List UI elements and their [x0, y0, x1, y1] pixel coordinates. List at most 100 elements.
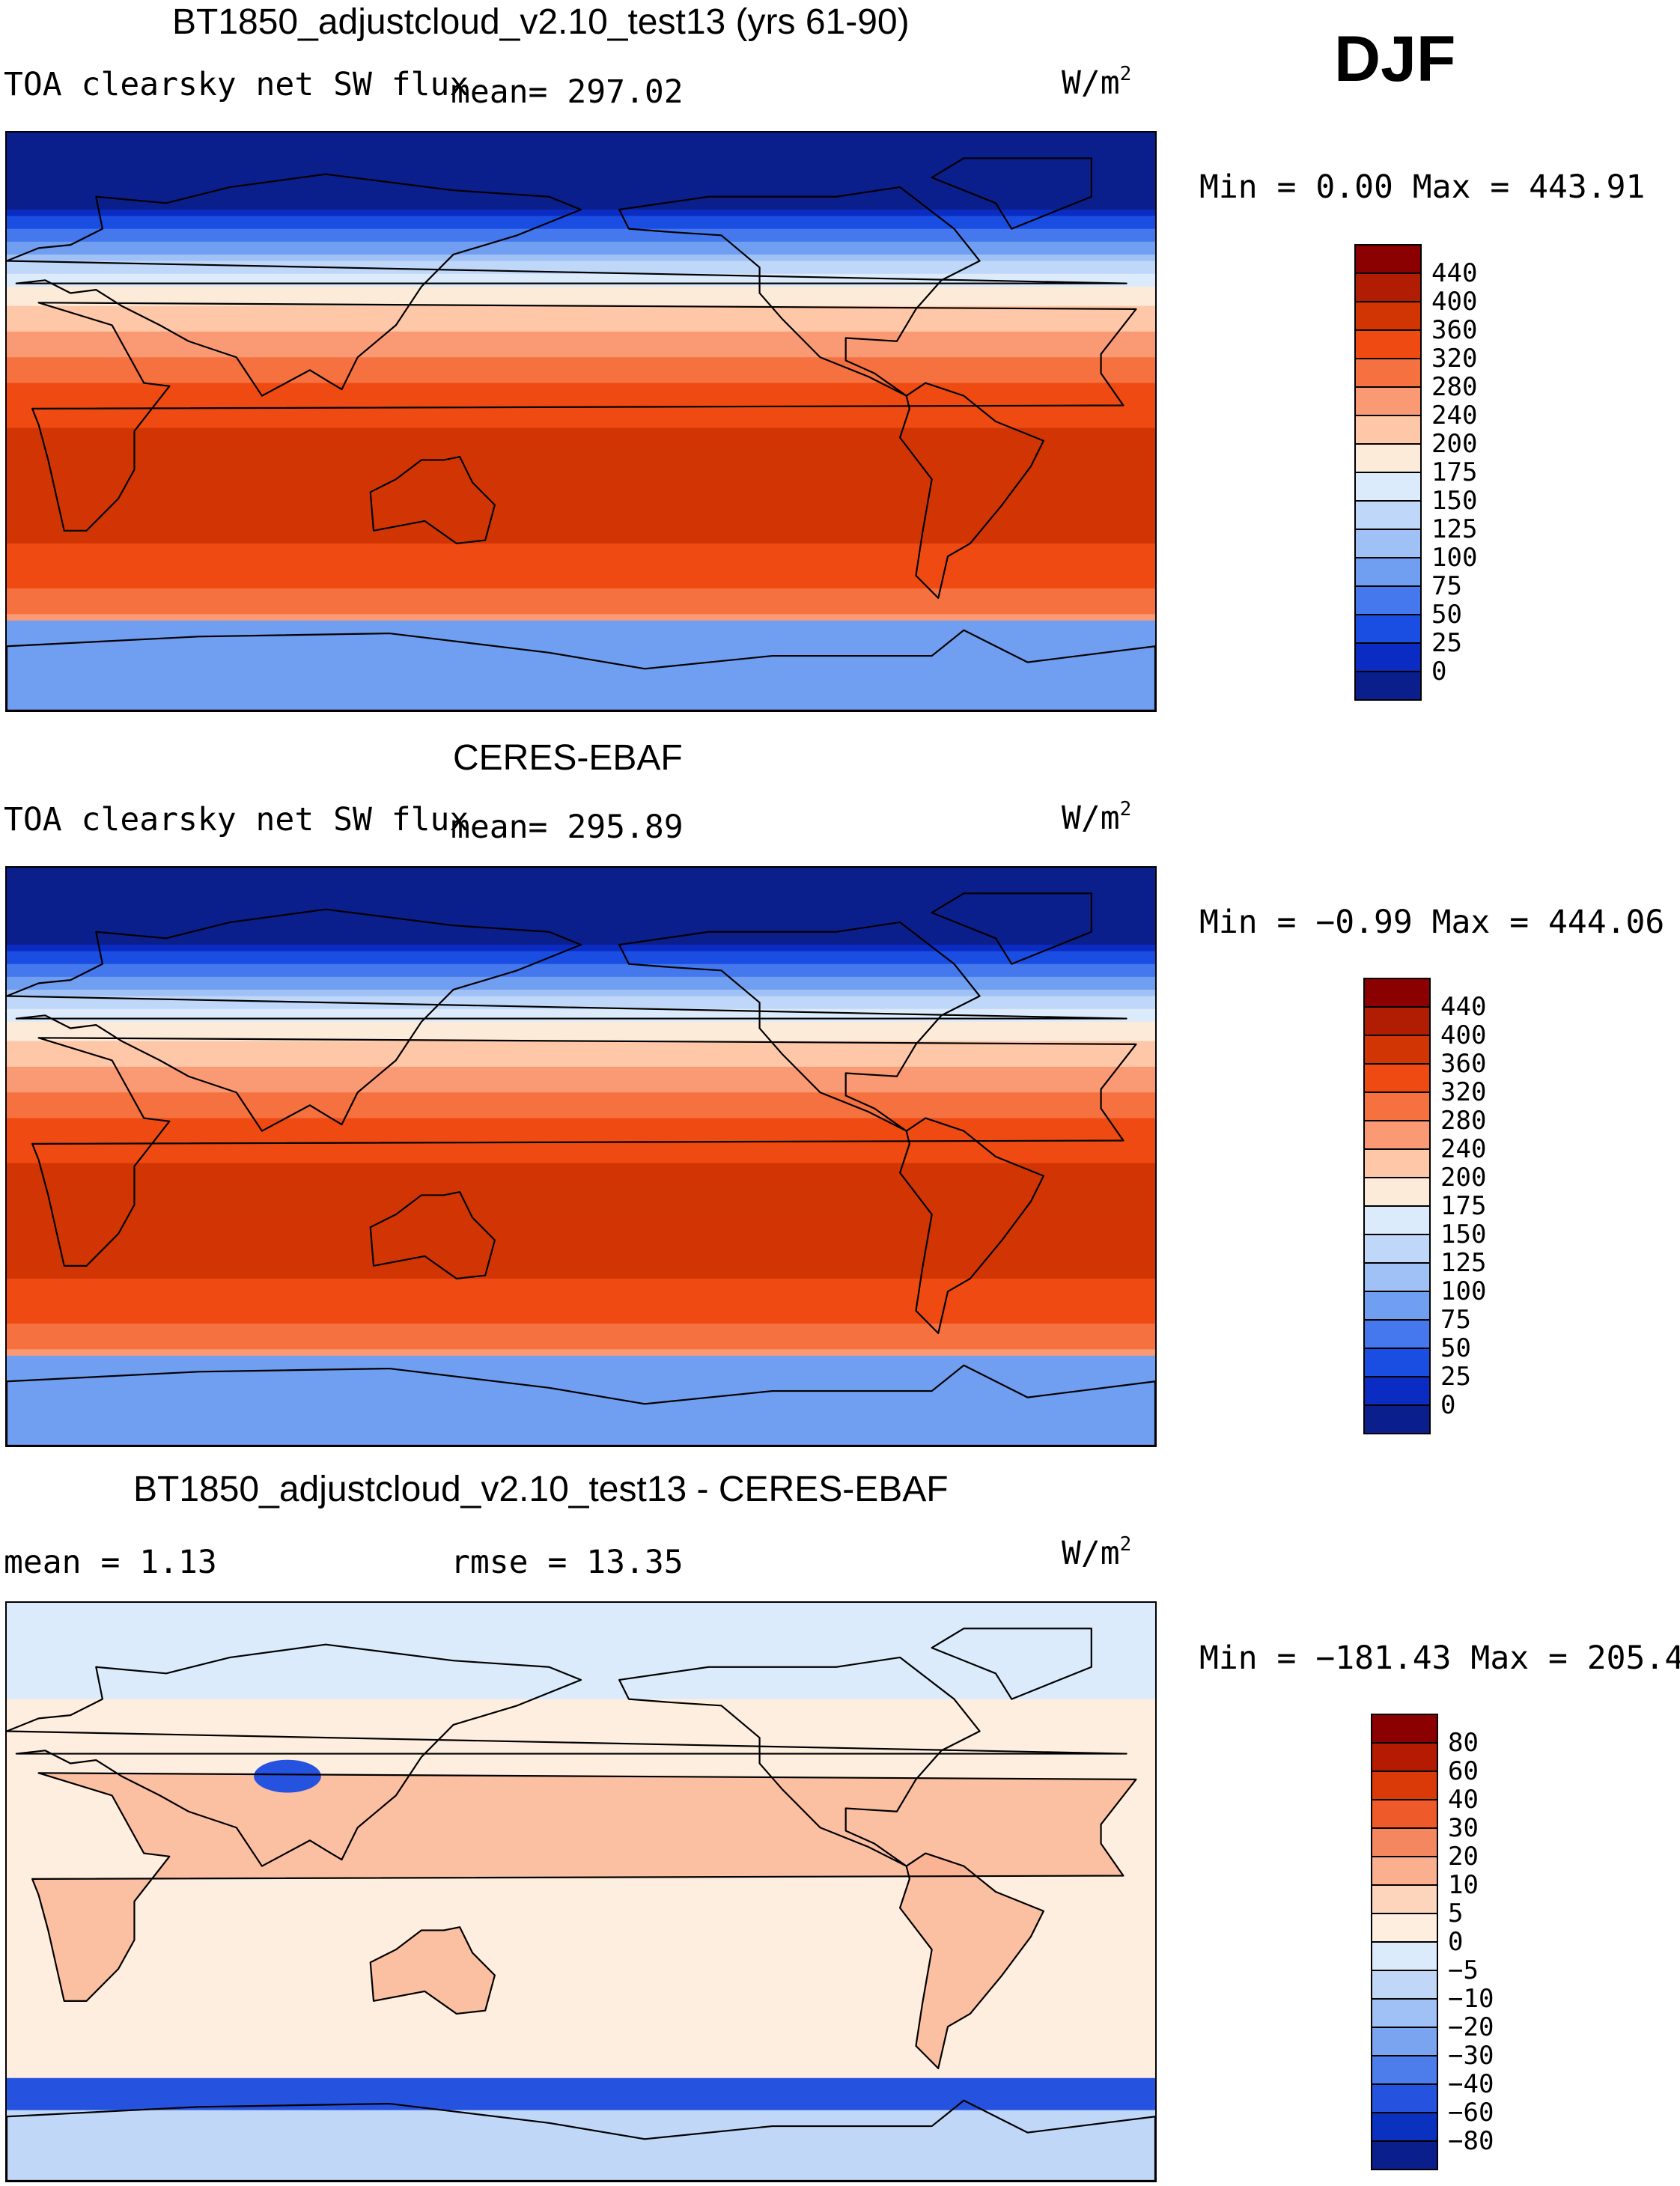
field-band — [7, 1002, 1155, 1010]
field-band — [7, 1233, 1155, 1241]
colorbar-label: −60 — [1448, 2098, 1494, 2128]
colorbar-label: 280 — [1431, 372, 1478, 402]
colorbar-label: 360 — [1440, 1049, 1487, 1079]
field-band — [7, 453, 1155, 461]
field-band — [7, 1220, 1155, 1228]
field-band — [7, 1214, 1155, 1222]
field-band — [7, 944, 1155, 952]
field-band — [7, 1098, 1155, 1106]
field-band — [7, 228, 1155, 236]
colorbar-label: 200 — [1431, 429, 1478, 459]
field-band — [7, 421, 1155, 429]
field-band — [7, 614, 1155, 621]
colorbar-box — [1354, 386, 1422, 416]
colorbar-label: 75 — [1431, 571, 1462, 601]
colorbar-box — [1354, 329, 1422, 359]
field-band — [7, 1387, 1155, 1395]
colorbar-box — [1354, 671, 1422, 701]
colorbar-box — [1371, 1884, 1438, 1914]
field-band — [7, 1988, 1155, 1995]
field-band — [7, 989, 1155, 997]
field-band — [7, 1744, 1155, 1751]
colorbar-label: 50 — [1431, 600, 1462, 630]
field-band — [7, 151, 1155, 159]
field-band — [7, 1285, 1155, 1292]
field-band — [7, 893, 1155, 901]
field-band — [7, 350, 1155, 358]
colorbar-label: 320 — [1431, 344, 1478, 374]
field-band — [7, 1982, 1155, 1989]
colorbar-box — [1363, 1177, 1431, 1207]
colorbar-box — [1354, 443, 1422, 473]
field-band — [7, 427, 1155, 435]
field-band — [7, 1053, 1155, 1061]
field-band — [7, 1163, 1155, 1170]
field-band — [7, 1400, 1155, 1408]
colorbar-box — [1371, 1913, 1438, 1943]
coastline — [931, 1628, 1092, 1700]
field-band — [7, 1724, 1155, 1732]
field-band — [7, 665, 1155, 673]
field-band — [7, 2000, 1155, 2008]
field-band — [7, 1240, 1155, 1247]
field-band — [7, 524, 1155, 532]
field-band — [7, 196, 1155, 204]
colorbar-box — [1354, 244, 1422, 274]
field-band — [7, 254, 1155, 262]
colorbar-label: 5 — [1448, 1899, 1464, 1928]
colorbar-label: −10 — [1448, 1984, 1494, 2014]
field-band — [7, 1265, 1155, 1273]
colorbar-label: 100 — [1440, 1276, 1487, 1306]
field-band — [7, 2155, 1155, 2162]
colorbar-label: 25 — [1440, 1362, 1471, 1392]
land-anomaly — [32, 1773, 1136, 2001]
colorbar-label: 320 — [1440, 1077, 1487, 1107]
field-band — [7, 976, 1155, 984]
field-band — [7, 1202, 1155, 1209]
field-band — [7, 1975, 1155, 1982]
field-band — [7, 164, 1155, 172]
colorbar-label: 20 — [1448, 1842, 1479, 1872]
colorbar-label: 400 — [1440, 1020, 1487, 1050]
field-band — [7, 1699, 1155, 1706]
field-band — [7, 203, 1155, 210]
colorbar-box — [1371, 1856, 1438, 1886]
field-band — [7, 1394, 1155, 1401]
colorbar-label: 30 — [1448, 1813, 1479, 1843]
coastline — [369, 456, 496, 545]
field-band — [7, 1949, 1155, 1957]
field-band — [7, 408, 1155, 416]
field-band — [7, 678, 1155, 686]
field-band — [7, 1175, 1155, 1183]
field-band — [7, 1994, 1155, 2002]
colorbar-box — [1354, 529, 1422, 558]
field-band — [7, 1336, 1155, 1344]
field-band — [7, 620, 1155, 628]
colorbar-label: 25 — [1431, 628, 1462, 658]
field-band — [7, 1182, 1155, 1190]
coastline — [618, 1656, 981, 1867]
colorbar-box — [1371, 2027, 1438, 2056]
field-band — [7, 899, 1155, 907]
field-band — [7, 2090, 1155, 2098]
colorbar-box — [1363, 1262, 1431, 1292]
panel1-minmax: Min = 0.00 Max = 443.91 — [1199, 168, 1646, 206]
colorbar-label: 400 — [1431, 287, 1478, 317]
colorbar-label: 0 — [1440, 1390, 1456, 1420]
colorbar-label: 50 — [1440, 1333, 1471, 1363]
coastline — [7, 908, 1127, 1132]
field-band — [7, 1355, 1155, 1363]
field-band — [7, 177, 1155, 185]
field-band — [7, 874, 1155, 881]
panel1-map — [5, 131, 1157, 712]
colorbar-box — [1354, 642, 1422, 672]
colorbar-box — [1371, 2112, 1438, 2142]
field-band — [7, 2013, 1155, 2021]
field-band — [7, 447, 1155, 454]
field-band — [7, 2039, 1155, 2047]
field-band — [7, 498, 1155, 506]
field-band — [7, 1686, 1155, 1693]
colorbar-label: −40 — [1448, 2069, 1494, 2099]
field-band — [7, 963, 1155, 971]
field-band — [7, 511, 1155, 519]
